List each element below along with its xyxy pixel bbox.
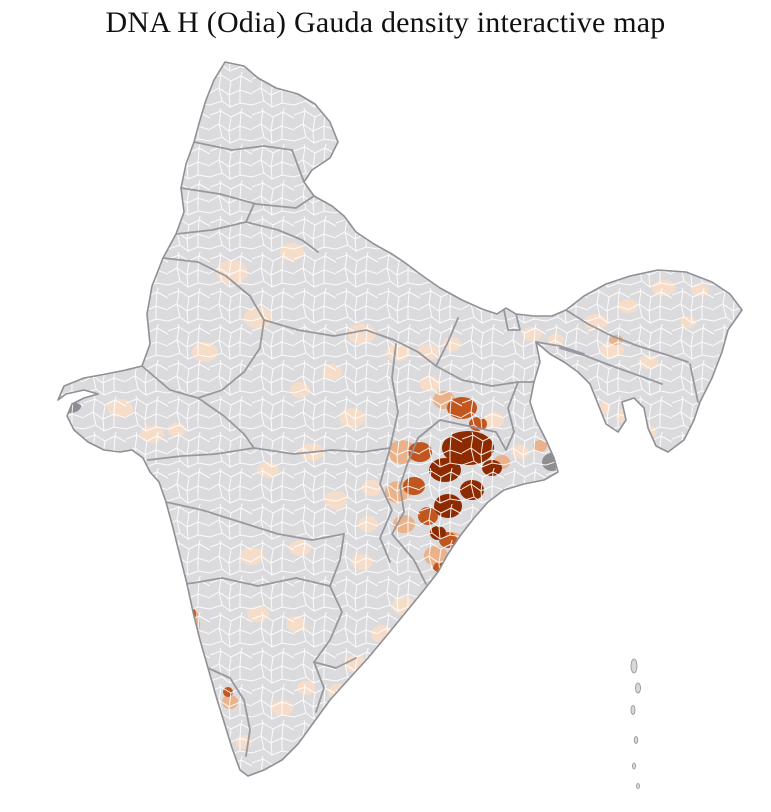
state-borders-layer bbox=[141, 141, 699, 757]
page-title: DNA H (Odia) Gauda density interactive m… bbox=[105, 6, 666, 39]
page-title-bar: DNA H (Odia) Gauda density interactive m… bbox=[0, 6, 771, 40]
andaman-nicobar-islands[interactable] bbox=[630, 658, 641, 789]
